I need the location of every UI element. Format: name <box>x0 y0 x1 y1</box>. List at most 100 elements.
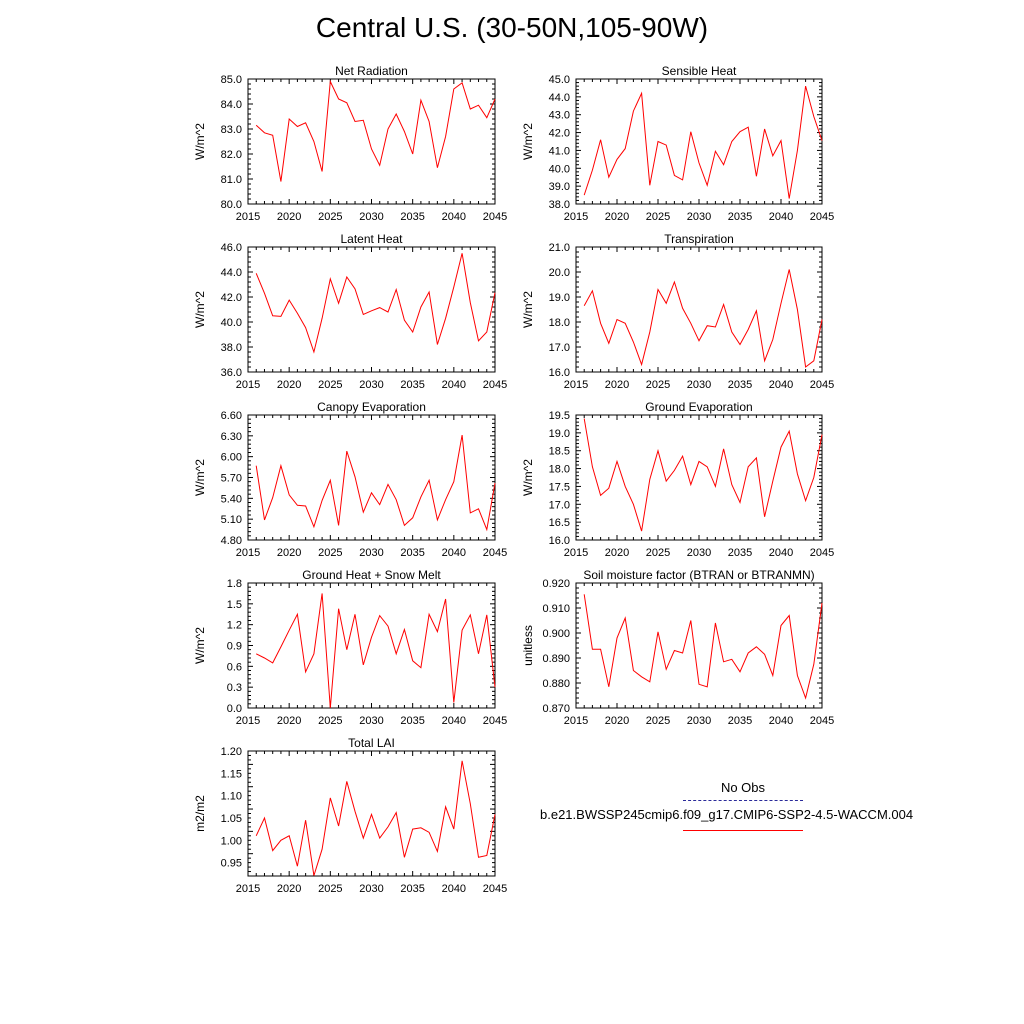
x-tick-label-2: 2035 <box>400 379 424 391</box>
x-tick-label-6: 2030 <box>359 715 383 727</box>
x-tick-label-7: 2015 <box>564 715 588 727</box>
y-tick-label-4: 6.60 <box>221 410 242 422</box>
legend-run-label: b.e21.BWSSP245cmip6.f09_g17.CMIP6-SSP2-4… <box>540 807 914 822</box>
y-axis-label-5: W/m^2 <box>521 459 535 496</box>
panel-title-5: Ground Evaporation <box>645 400 752 414</box>
legend-obs-label: No Obs <box>720 780 766 795</box>
series-line-2-0 <box>255 253 496 354</box>
x-tick-label-1: 2035 <box>728 211 752 223</box>
y-tick-label-0: 83.0 <box>221 124 242 136</box>
y-tick-label-1: 38.0 <box>549 199 570 211</box>
x-tick-label-3: 2035 <box>728 379 752 391</box>
y-tick-label-0: 84.0 <box>221 99 242 111</box>
x-tick-label-6: 2025 <box>318 715 342 727</box>
y-tick-label-1: 40.0 <box>549 163 570 175</box>
y-tick-label-4: 4.80 <box>221 535 242 547</box>
panel-title-4: Canopy Evaporation <box>317 400 426 414</box>
y-axis-label-3: W/m^2 <box>521 291 535 328</box>
series-line-6-0 <box>255 593 496 709</box>
y-tick-label-5: 16.5 <box>549 517 570 529</box>
x-tick-label-8: 2040 <box>442 883 466 895</box>
y-axis-label-6: W/m^2 <box>193 627 207 664</box>
x-tick-label-5: 2025 <box>646 547 670 559</box>
x-tick-label-1: 2015 <box>564 211 588 223</box>
y-axis-label-4: W/m^2 <box>193 459 207 496</box>
x-tick-label-1: 2020 <box>605 211 629 223</box>
x-tick-label-1: 2030 <box>687 211 711 223</box>
x-tick-label-0: 2015 <box>236 211 260 223</box>
series-line-8-0 <box>255 760 496 876</box>
y-tick-label-3: 17.0 <box>549 342 570 354</box>
y-tick-label-5: 16.0 <box>549 535 570 547</box>
y-tick-label-2: 38.0 <box>221 342 242 354</box>
y-tick-label-6: 1.5 <box>227 599 242 611</box>
x-tick-label-5: 2030 <box>687 547 711 559</box>
x-tick-label-7: 2020 <box>605 715 629 727</box>
x-tick-label-0: 2030 <box>359 211 383 223</box>
x-tick-label-4: 2020 <box>277 547 301 559</box>
y-tick-label-5: 17.0 <box>549 499 570 511</box>
x-tick-label-1: 2040 <box>769 211 793 223</box>
x-tick-label-8: 2015 <box>236 883 260 895</box>
x-tick-label-3: 2020 <box>605 379 629 391</box>
y-tick-label-1: 45.0 <box>549 74 570 86</box>
y-tick-label-4: 5.40 <box>221 493 242 505</box>
y-tick-label-0: 80.0 <box>221 199 242 211</box>
x-tick-label-3: 2025 <box>646 379 670 391</box>
y-tick-label-8: 1.10 <box>221 791 242 803</box>
x-tick-label-3: 2040 <box>769 379 793 391</box>
y-tick-label-7: 0.920 <box>542 578 570 590</box>
x-tick-label-6: 2045 <box>483 715 507 727</box>
y-tick-label-5: 18.0 <box>549 464 570 476</box>
x-tick-label-4: 2015 <box>236 547 260 559</box>
y-tick-label-5: 17.5 <box>549 481 570 493</box>
plot-frame-4 <box>247 414 496 541</box>
y-tick-label-4: 5.70 <box>221 473 242 485</box>
x-tick-label-6: 2035 <box>400 715 424 727</box>
plot-frame-6 <box>247 582 496 709</box>
y-tick-label-4: 6.00 <box>221 452 242 464</box>
series-line-3-0 <box>583 269 823 368</box>
y-tick-label-3: 21.0 <box>549 242 570 254</box>
y-tick-label-5: 19.0 <box>549 428 570 440</box>
x-tick-label-7: 2040 <box>769 715 793 727</box>
y-axis-label-1: W/m^2 <box>521 123 535 160</box>
x-tick-label-0: 2020 <box>277 211 301 223</box>
series-line-1-0 <box>583 85 823 199</box>
y-tick-label-8: 0.95 <box>221 858 242 870</box>
y-tick-label-3: 19.0 <box>549 292 570 304</box>
y-tick-label-8: 1.00 <box>221 835 242 847</box>
y-axis-label-7: unitless <box>521 625 535 666</box>
x-tick-label-2: 2015 <box>236 379 260 391</box>
x-tick-label-1: 2045 <box>810 211 834 223</box>
y-tick-label-2: 40.0 <box>221 317 242 329</box>
panel-title-0: Net Radiation <box>335 64 408 78</box>
y-tick-label-1: 43.0 <box>549 110 570 122</box>
y-tick-label-4: 5.10 <box>221 514 242 526</box>
x-tick-label-5: 2015 <box>564 547 588 559</box>
y-tick-label-3: 20.0 <box>549 267 570 279</box>
series-line-5-0 <box>583 418 823 532</box>
x-tick-label-6: 2040 <box>442 715 466 727</box>
y-tick-label-7: 0.890 <box>542 653 570 665</box>
x-tick-label-2: 2025 <box>318 379 342 391</box>
panel-title-7: Soil moisture factor (BTRAN or BTRANMN) <box>583 568 814 582</box>
x-tick-label-2: 2020 <box>277 379 301 391</box>
y-tick-label-2: 46.0 <box>221 242 242 254</box>
y-tick-label-6: 0.3 <box>227 682 242 694</box>
y-tick-label-3: 18.0 <box>549 317 570 329</box>
plot-frame-1 <box>575 78 823 205</box>
x-tick-label-4: 2035 <box>400 547 424 559</box>
x-tick-label-6: 2020 <box>277 715 301 727</box>
x-tick-label-2: 2040 <box>442 379 466 391</box>
y-tick-label-2: 36.0 <box>221 367 242 379</box>
x-tick-label-0: 2035 <box>400 211 424 223</box>
x-tick-label-0: 2025 <box>318 211 342 223</box>
y-tick-label-3: 16.0 <box>549 367 570 379</box>
y-axis-label-0: W/m^2 <box>193 123 207 160</box>
x-tick-label-5: 2045 <box>810 547 834 559</box>
y-tick-label-5: 18.5 <box>549 446 570 458</box>
x-tick-label-6: 2015 <box>236 715 260 727</box>
legend-run-line <box>683 830 803 831</box>
